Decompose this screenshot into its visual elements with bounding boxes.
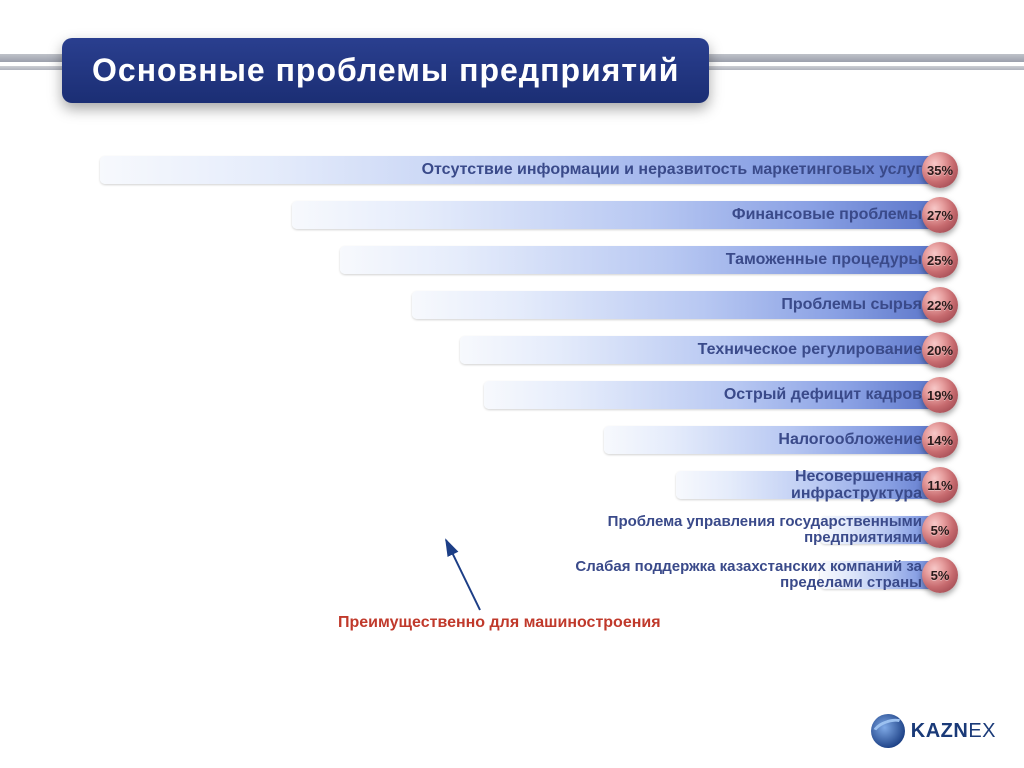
annotation-arrow xyxy=(0,0,1024,768)
annotation-text: Преимущественно для машиностроения xyxy=(338,614,661,632)
logo-text: KAZNEX xyxy=(911,720,996,743)
kaznex-logo: KAZNEX xyxy=(871,714,996,748)
logo-icon xyxy=(871,714,905,748)
